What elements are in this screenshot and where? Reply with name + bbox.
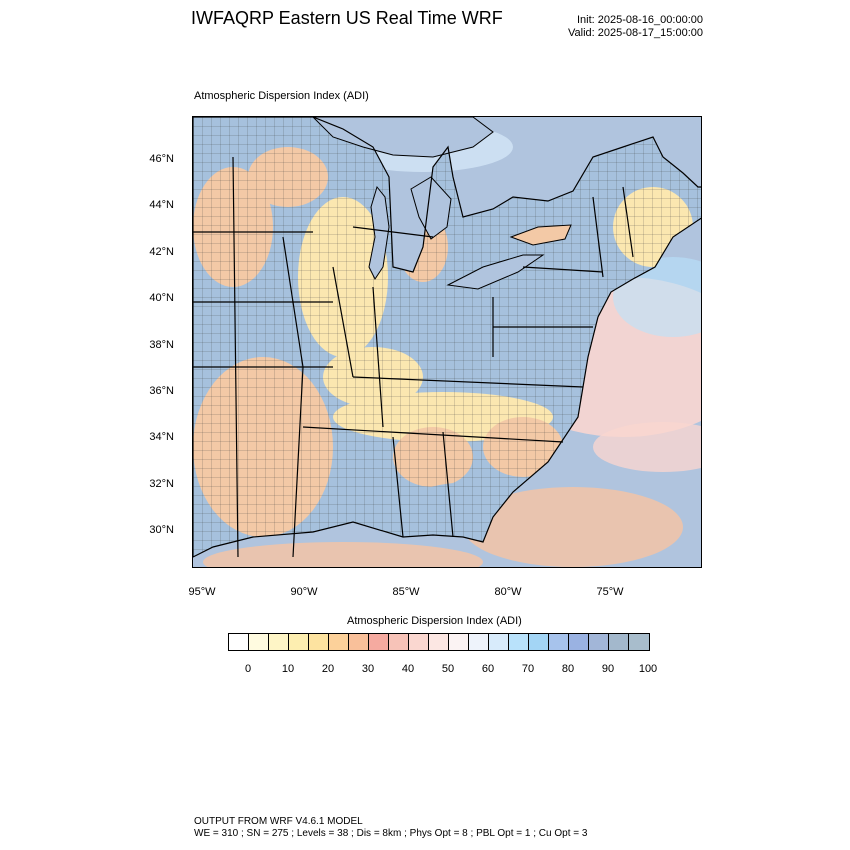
lat-label-42n: 42°N — [149, 246, 174, 258]
colorbar-box-18 — [589, 634, 609, 650]
valid-time-label: Valid: 2025-08-17_15:00:00 — [568, 27, 703, 39]
colorbar-title: Atmospheric Dispersion Index (ADI) — [347, 615, 522, 627]
colorbar-tick-20: 20 — [321, 663, 335, 675]
lat-label-46n: 46°N — [149, 153, 174, 165]
lat-label-34n: 34°N — [149, 431, 174, 443]
colorbar-tick-30: 30 — [361, 663, 375, 675]
lake-huron — [410, 176, 452, 240]
colorbar-box-19 — [609, 634, 629, 650]
init-time-label: Init: 2025-08-16_00:00:00 — [577, 14, 703, 26]
lake-erie — [446, 254, 545, 290]
colorbar-box-6 — [349, 634, 369, 650]
colorbar-box-1 — [249, 634, 269, 650]
lon-label-90w: 90°W — [290, 586, 318, 598]
lon-label-95w: 95°W — [188, 586, 216, 598]
plot-title: IWFAQRP Eastern US Real Time WRF — [191, 8, 503, 28]
colorbar-tick-40: 40 — [401, 663, 415, 675]
colorbar-box-20 — [629, 634, 649, 650]
gulf-orange-zone — [203, 542, 483, 567]
colorbar-tick-70: 70 — [521, 663, 535, 675]
lake-michigan — [368, 185, 390, 280]
colorbar-box-5 — [329, 634, 349, 650]
colorbar-tick-60: 60 — [481, 663, 495, 675]
colorbar-box-16 — [549, 634, 569, 650]
lon-label-80w: 80°W — [494, 586, 522, 598]
colorbar — [228, 633, 650, 651]
colorbar-box-8 — [389, 634, 409, 650]
lon-label-75w: 75°W — [596, 586, 624, 598]
ocean-pink-zone — [593, 422, 701, 472]
colorbar-box-15 — [529, 634, 549, 650]
lat-label-38n: 38°N — [149, 339, 174, 351]
lon-label-85w: 85°W — [392, 586, 420, 598]
lat-label-40n: 40°N — [149, 292, 174, 304]
colorbar-tick-10: 10 — [281, 663, 295, 675]
ocean-orange-zone — [463, 487, 683, 567]
colorbar-tick-90: 90 — [601, 663, 615, 675]
state-boundaries — [193, 156, 634, 558]
adi-map — [192, 116, 702, 568]
lat-label-36n: 36°N — [149, 385, 174, 397]
lake-ontario — [509, 224, 572, 246]
colorbar-box-14 — [509, 634, 529, 650]
field-label: Atmospheric Dispersion Index (ADI) — [194, 90, 369, 102]
colorbar-box-12 — [469, 634, 489, 650]
colorbar-box-17 — [569, 634, 589, 650]
colorbar-tick-100: 100 — [638, 663, 658, 675]
colorbar-tick-80: 80 — [561, 663, 575, 675]
lat-label-44n: 44°N — [149, 199, 174, 211]
map-canvas — [193, 117, 701, 567]
colorbar-box-2 — [269, 634, 289, 650]
colorbar-tick-0: 0 — [244, 663, 252, 675]
colorbar-tick-50: 50 — [441, 663, 455, 675]
colorbar-box-10 — [429, 634, 449, 650]
colorbar-box-7 — [369, 634, 389, 650]
colorbar-box-9 — [409, 634, 429, 650]
colorbar-box-3 — [289, 634, 309, 650]
model-info-line1: OUTPUT FROM WRF V4.6.1 MODEL — [194, 816, 363, 827]
colorbar-box-13 — [489, 634, 509, 650]
colorbar-box-11 — [449, 634, 469, 650]
lat-label-30n: 30°N — [149, 524, 174, 536]
model-info-line2: WE = 310 ; SN = 275 ; Levels = 38 ; Dis … — [194, 828, 588, 839]
colorbar-box-4 — [309, 634, 329, 650]
lat-label-32n: 32°N — [149, 478, 174, 490]
colorbar-box-0 — [229, 634, 249, 650]
